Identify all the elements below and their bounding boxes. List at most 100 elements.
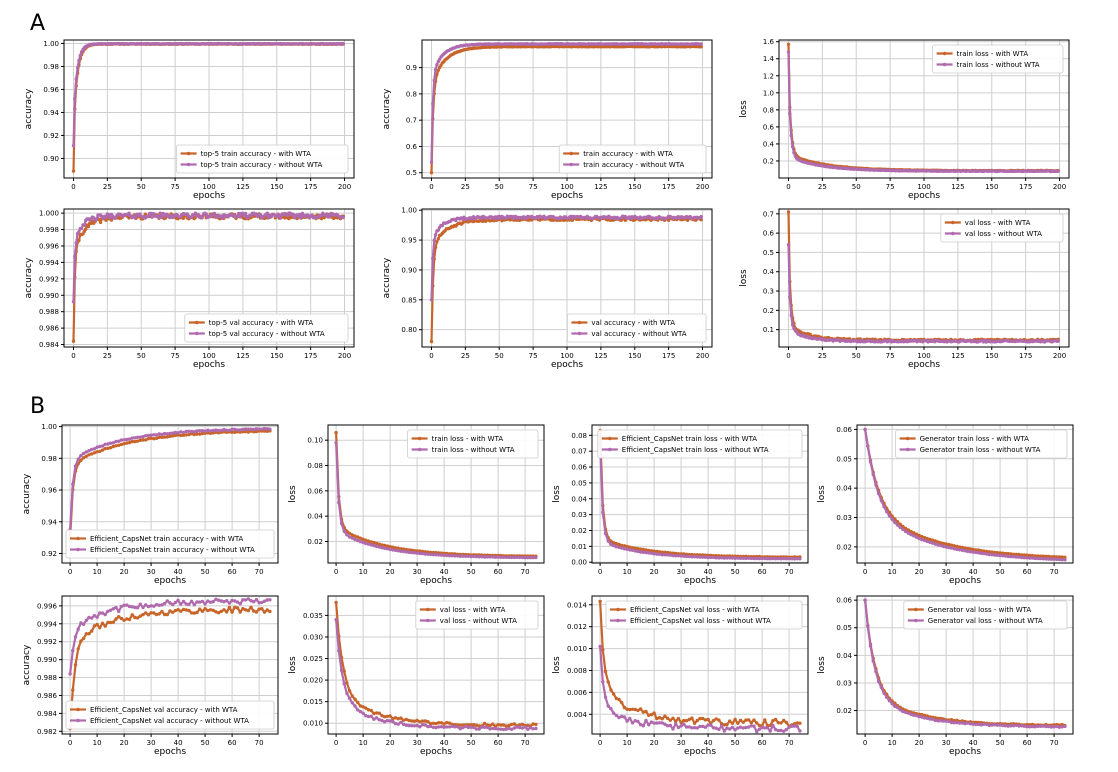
data-point	[192, 611, 196, 615]
data-point	[482, 721, 487, 726]
data-point	[998, 553, 1002, 558]
data-point	[472, 725, 476, 730]
data-point	[1033, 556, 1037, 561]
legend-box	[65, 529, 275, 559]
data-point	[125, 617, 129, 621]
data-point	[141, 612, 145, 617]
data-point	[779, 721, 783, 725]
data-point	[1020, 553, 1024, 557]
data-point	[127, 604, 132, 609]
plot-area	[598, 599, 802, 734]
legend: val loss - with WTA val loss - without WT…	[415, 600, 539, 630]
data-point	[979, 551, 983, 555]
data-point	[990, 552, 994, 557]
data-point	[874, 483, 878, 487]
data-point	[763, 726, 767, 730]
data-point	[433, 233, 438, 237]
data-point	[603, 531, 608, 536]
data-point	[233, 430, 237, 434]
data-point	[925, 536, 929, 541]
legend-marker	[577, 331, 582, 336]
x-tick-label: 75	[171, 183, 180, 191]
data-point	[369, 540, 373, 544]
y-axis-label: loss	[552, 656, 562, 674]
data-point	[895, 520, 900, 524]
data-point	[189, 429, 194, 434]
data-point	[706, 723, 710, 727]
y-tick-label: 0.994	[37, 620, 58, 628]
data-point	[776, 556, 780, 561]
chart-a6: 0 25 50 75 100 125 150 175 200 0.1 0.2 0.3 0.4 0.5 0.6…	[739, 208, 1070, 370]
y-tick-label: 0.8	[406, 90, 417, 98]
data-point	[160, 432, 164, 437]
x-tick-label: 60	[1023, 739, 1032, 747]
legend-box	[558, 144, 707, 174]
x-tick-label: 30	[942, 568, 951, 576]
data-point	[617, 697, 621, 702]
y-tick-label: 0.4	[763, 140, 775, 148]
legend-marker	[942, 62, 947, 67]
data-point	[660, 717, 664, 721]
data-point	[711, 718, 716, 723]
data-point	[509, 555, 514, 560]
data-point	[162, 601, 167, 606]
data-point	[268, 427, 272, 431]
data-point	[933, 718, 937, 723]
y-tick-label: 0.006	[567, 689, 588, 697]
data-point	[187, 432, 191, 437]
x-tick-label: 70	[521, 568, 530, 576]
data-point	[84, 227, 88, 231]
data-point	[657, 552, 662, 556]
legend: top-5 val accuracy - with WTA top-5 val a…	[184, 313, 349, 343]
data-point	[657, 716, 662, 720]
data-point	[345, 691, 349, 696]
data-point	[469, 725, 473, 729]
legend-label: Generator val loss - with WTA	[928, 606, 1032, 614]
data-point	[690, 716, 694, 720]
data-point	[437, 553, 441, 557]
data-point	[1060, 725, 1064, 729]
data-point	[108, 608, 113, 612]
y-axis-label: loss	[739, 269, 749, 287]
plot-area	[68, 597, 272, 731]
y-tick-label: 0.90	[401, 266, 417, 274]
data-point	[890, 701, 894, 706]
data-point	[447, 725, 452, 729]
data-point	[157, 215, 161, 220]
data-point	[499, 727, 503, 731]
y-tick-label: 0.982	[37, 728, 57, 736]
data-point	[184, 433, 188, 437]
data-point	[122, 438, 126, 442]
data-point	[383, 720, 387, 724]
data-point	[133, 605, 137, 610]
x-tick-label: 25	[461, 352, 470, 360]
data-point	[679, 720, 683, 725]
data-point	[628, 545, 632, 549]
data-point	[709, 555, 713, 560]
y-tick-label: 0.3	[763, 288, 774, 296]
data-point	[68, 672, 72, 676]
data-point	[200, 429, 205, 433]
data-point	[995, 723, 1000, 727]
data-point	[111, 441, 116, 445]
data-point	[528, 726, 533, 730]
data-point	[1047, 724, 1051, 729]
data-point	[771, 556, 775, 561]
data-point	[366, 539, 371, 543]
data-point	[407, 718, 411, 723]
data-point	[243, 211, 248, 216]
data-point	[776, 721, 780, 725]
data-point	[698, 724, 702, 729]
x-tick-label: 30	[942, 739, 951, 747]
data-point	[1047, 557, 1051, 561]
data-point	[157, 603, 161, 607]
data-point	[262, 426, 267, 431]
y-tick-label: 0.92	[43, 132, 59, 140]
data-point	[283, 216, 287, 220]
data-point	[655, 549, 659, 554]
data-point	[711, 555, 716, 560]
x-axis-label: epochs	[551, 360, 583, 370]
data-point	[79, 639, 83, 643]
data-point	[152, 604, 156, 608]
data-point	[310, 213, 314, 217]
